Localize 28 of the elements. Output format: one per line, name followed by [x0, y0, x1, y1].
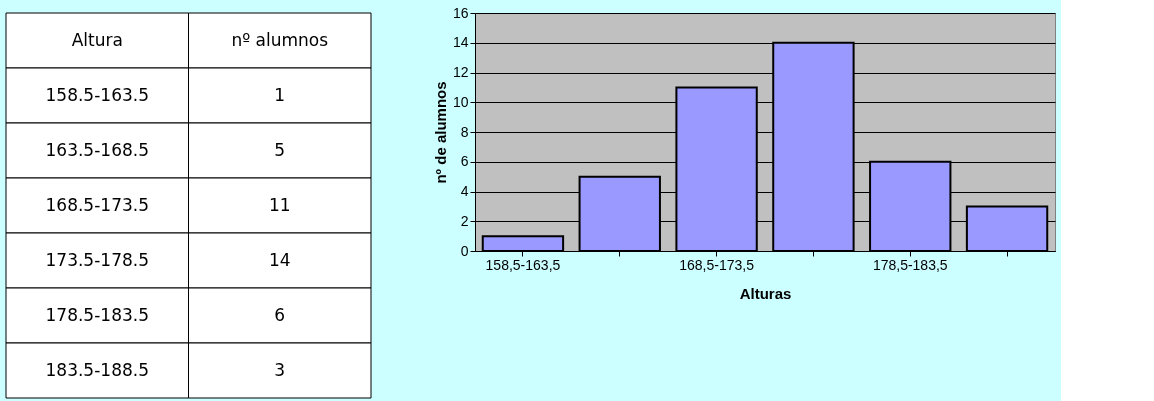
data-label: 6	[274, 304, 286, 325]
y-tick-label: 4	[460, 183, 469, 199]
x-axis-title: Alturas	[739, 284, 792, 302]
category-label: 158.5-163.5	[45, 84, 149, 105]
y-tick-label: 2	[460, 212, 469, 229]
data-label: 11	[268, 194, 291, 215]
x-tick-label: 168,5-173,5	[679, 256, 755, 273]
y-tick-label: 8	[460, 123, 469, 140]
y-tick-label: 16	[452, 4, 469, 21]
data-label: 5	[274, 139, 286, 160]
data-label: 14	[268, 249, 291, 270]
category-label: 183.5-188.5	[45, 359, 149, 380]
y-tick-label: 6	[460, 153, 469, 170]
y-axis-title: nº de alumnos	[431, 81, 449, 184]
data-label: 3	[274, 359, 286, 380]
category-label: 178.5-183.5	[45, 304, 149, 325]
x-tick-label: 178,5-183,5	[872, 256, 948, 273]
text: Altura	[71, 29, 123, 50]
y-tick-label: 14	[452, 34, 469, 51]
y-tick-label: 0	[460, 242, 469, 259]
y-tick-label: 12	[452, 64, 469, 80]
text: nº alumnos	[231, 29, 329, 50]
category-label: 173.5-178.5	[45, 249, 149, 270]
x-tick-label: 158,5-163,5	[485, 256, 561, 273]
y-tick-label: 10	[452, 93, 469, 110]
data-label: 1	[274, 84, 286, 105]
category-label: 168.5-173.5	[45, 194, 149, 215]
category-label: 163.5-168.5	[45, 139, 149, 160]
